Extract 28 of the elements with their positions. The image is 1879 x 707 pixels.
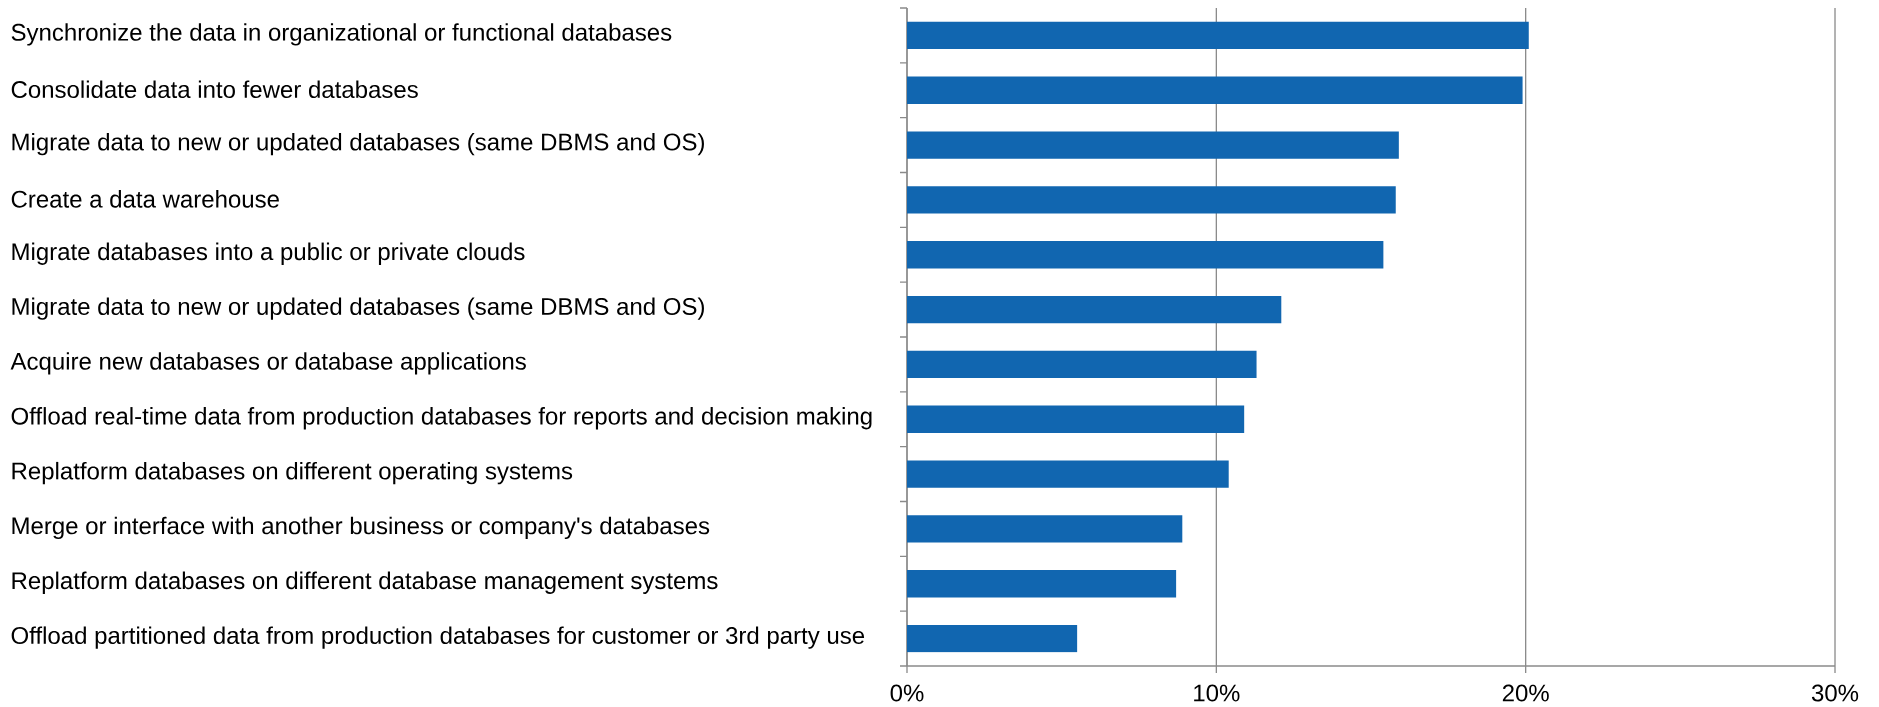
bar <box>907 21 1529 50</box>
y-tick-label: Consolidate data into fewer databases <box>11 80 418 99</box>
y-tick-label: Offload real-time data from production databases for reports and decision making <box>11 407 872 430</box>
bar <box>907 624 1078 653</box>
y-tick-label: Replatform databases on different operating systems <box>12 461 573 485</box>
bar <box>907 241 1384 269</box>
bar <box>907 131 1399 159</box>
y-tick-label: Acquire new databases or database applications <box>10 352 526 375</box>
y-tick-label: Migrate data to new or updated databases (same DBMS and OS) <box>12 132 704 156</box>
bar <box>907 405 1245 433</box>
x-tick-label: 20% <box>1502 684 1549 702</box>
bar <box>907 295 1282 324</box>
y-tick-label: Replatform databases on different database management systems <box>12 571 718 594</box>
bar <box>907 350 1257 379</box>
y-tick-label: Migrate data to new or updated databases (same DBMS and OS) <box>12 297 704 320</box>
x-tick-label: 30% <box>1811 684 1859 702</box>
y-tick-label: Migrate databases into a public or private clouds <box>12 242 525 265</box>
bar <box>907 76 1523 104</box>
bar <box>907 570 1177 598</box>
x-tick-label: 10% <box>1194 684 1240 702</box>
y-tick-label: Synchronize the data in organizational or functional databases <box>11 23 672 46</box>
y-tick-label: Create a data warehouse <box>11 190 279 208</box>
x-tick-label: 0% <box>890 684 924 702</box>
bar <box>907 460 1229 488</box>
y-tick-label: Offload partitioned data from production databases for customer or 3rd party use <box>11 626 865 649</box>
y-tick-label: Merge or interface with another business or company's databases <box>12 516 710 540</box>
bar <box>907 186 1396 214</box>
bar <box>907 515 1183 543</box>
